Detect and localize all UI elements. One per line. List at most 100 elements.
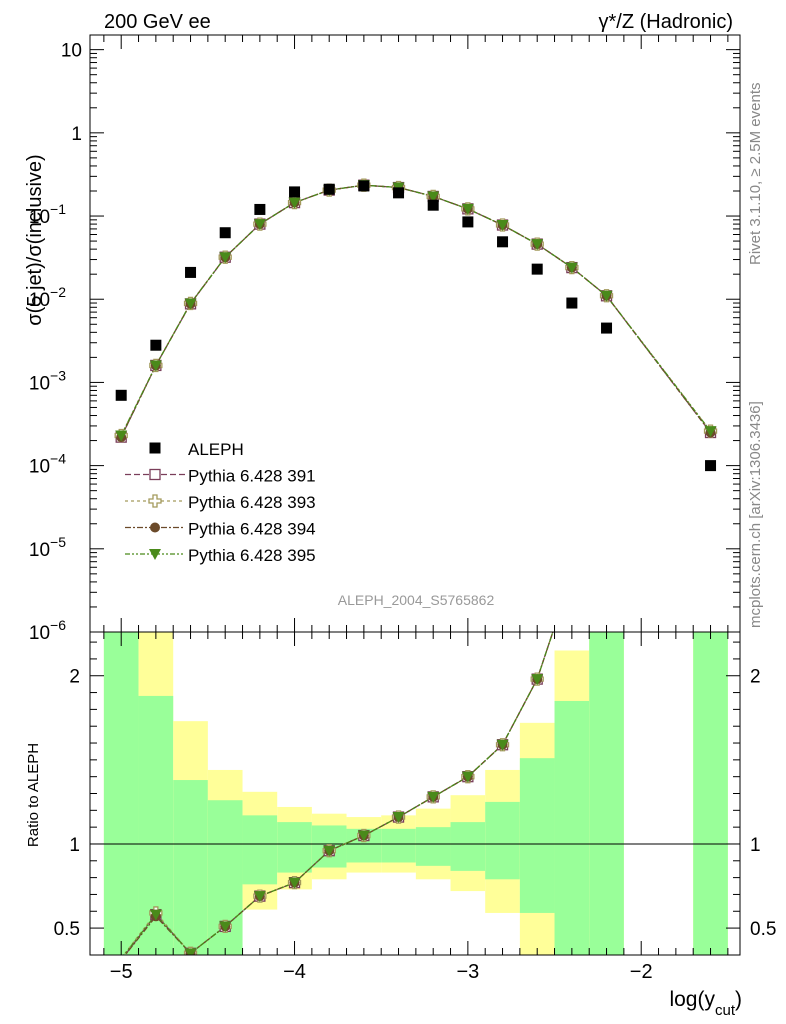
green-band-bin [173,780,208,955]
x-tick-label: −3 [456,961,479,983]
mcplots-label: mcplots.cern.ch [arXiv:1306.3436] [747,401,764,628]
ratio-y-tick-label: 2 [69,667,80,688]
main-y-tick-label: 10−6 [29,617,66,644]
main-plot-frame [89,34,741,633]
green-band-bin [485,801,520,880]
data-point [531,263,543,275]
green-band-bin [589,632,624,955]
main-y-axis-label: σ(5 jet)/σ(inclusive) [24,154,46,325]
ratio-y-axis-label: Ratio to ALEPH [25,743,42,847]
legend-marker [149,442,161,454]
ratio-point-3 [219,921,232,933]
mc-point-3 [427,191,440,203]
x-tick-label: −5 [110,961,133,983]
green-band-bin [415,827,451,866]
mc-line-2 [120,184,712,438]
header-right: γ*/Z (Hadronic) [599,11,733,33]
mc-point-3 [184,298,197,310]
legend-label: Pythia 6.428 394 [188,520,316,539]
green-band-bin [693,632,728,955]
legend-label: ALEPH [188,440,244,459]
mc-point-3 [253,219,266,231]
green-band-bin [381,828,416,863]
x-tick-label: −4 [283,961,306,983]
mc-point-3 [115,430,128,442]
analysis-label: ALEPH_2004_S5765862 [338,592,495,608]
data-point [254,203,266,215]
mc-point-3 [219,252,232,264]
green-band-bin [450,822,486,871]
ratio-y-tick-label-right: 0.5 [750,919,776,940]
legend-label: Pythia 6.428 391 [188,467,316,486]
ratio-point-3 [357,830,370,842]
mc-point-3 [288,197,301,209]
rivet-version-label: Rivet 3.1.10, ≥ 2.5M events [747,83,764,266]
ratio-point-3 [253,891,266,903]
data-point [566,297,578,309]
x-tick-label: −2 [630,961,653,983]
legend-marker [149,468,161,481]
x-axis-label: log(ycut) [669,988,742,1019]
ratio-point-3 [461,771,474,783]
main-y-tick-label: 10 [61,41,82,62]
mc-line-0 [120,184,712,438]
ratio-y-tick-label: 0.5 [54,919,80,940]
ratio-uncertainty-bands [103,632,728,955]
ratio-point-3 [392,812,405,824]
green-band-bin [554,700,590,955]
data-point [358,180,370,192]
legend-marker [149,549,161,560]
legend: ALEPH Pythia 6.428 391 Pythia 6.428 393 Pyt… [125,440,316,565]
legend-marker [148,494,162,508]
ratio-plot-frame [89,631,741,956]
ratio-data-area [122,632,554,955]
mc-line-1 [120,184,712,436]
ratio-point-3 [496,739,509,751]
ratio-point-3 [288,877,301,889]
mc-point-3 [531,239,544,251]
green-band-bin [519,758,555,913]
mc-point-3 [461,203,474,215]
ratio-point-3 [531,674,544,686]
ratio-point-3 [184,948,197,955]
data-point [393,187,405,199]
data-point [289,186,301,198]
mc-point-3 [600,290,613,302]
data-point [115,389,127,401]
ratio-panel: −5 −4 −3 −2 0.5 0.5 1 1 2 2 [54,632,776,983]
main-data-area [114,178,718,472]
main-y-tick-label: 10−3 [29,367,66,394]
ratio-line-2 [124,632,554,955]
mc-line-3 [120,184,712,436]
data-point [219,227,231,239]
main-y-tick-label: 1 [71,124,82,145]
legend-label: Pythia 6.428 393 [188,493,316,512]
green-band-bin [242,815,278,885]
ratio-point-3 [149,909,162,921]
header-left: 200 GeV ee [104,11,211,33]
ratio-point-3 [323,845,336,857]
ratio-point-3 [427,791,440,803]
data-point [497,236,509,248]
mc-point-3 [565,262,578,274]
ratio-y-tick-label-right: 1 [750,835,761,856]
data-point [705,460,717,472]
mc-point-3 [496,220,509,232]
mc-point-3 [704,426,717,438]
main-y-tick-label: 10−5 [29,534,66,561]
mc-point-3 [149,360,162,372]
data-point [427,199,439,211]
legend-label: Pythia 6.428 395 [188,546,316,565]
data-point [462,216,474,228]
data-point [185,266,197,278]
data-point [150,339,162,351]
main-y-tick-label: 10−4 [29,451,66,478]
ratio-y-tick-label: 1 [69,835,80,856]
green-band-bin [103,632,139,955]
green-band-bin [277,822,312,873]
data-point [601,322,613,334]
data-point [323,183,335,195]
legend-marker [150,522,160,533]
